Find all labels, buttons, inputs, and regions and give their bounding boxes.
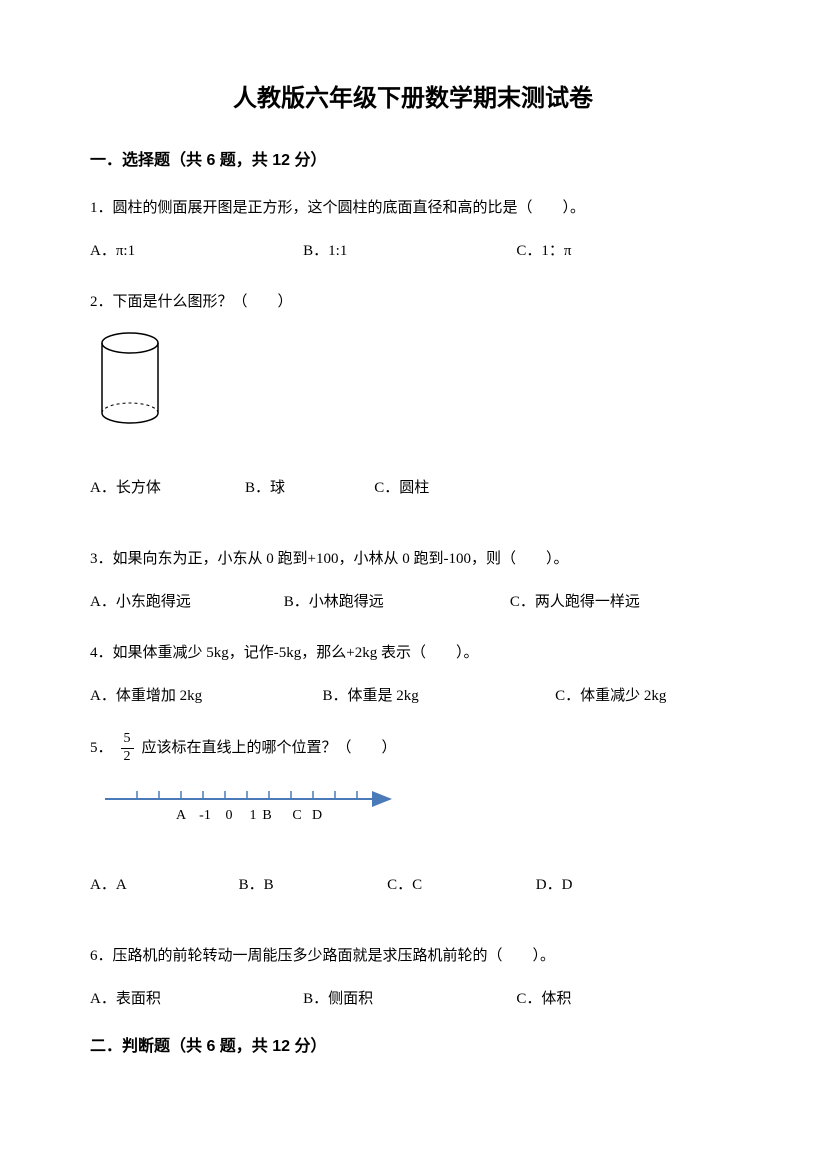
- option-b: B．体重是 2kg: [323, 680, 556, 713]
- question-3: 3．如果向东为正，小东从 0 跑到+100，小林从 0 跑到-100，则（ ）。…: [90, 543, 736, 619]
- fraction-icon: 5 2: [121, 731, 134, 766]
- cylinder-icon: [95, 329, 165, 429]
- question-5-options: A．A B．B C．C D．D: [90, 869, 736, 902]
- numberline-icon: A -1 0 1 B C D: [95, 781, 405, 831]
- option-a: A．体重增加 2kg: [90, 680, 323, 713]
- question-2: 2．下面是什么图形？（ ） A．长方体 B．球 C．圆柱: [90, 286, 736, 505]
- numberline-figure: A -1 0 1 B C D: [95, 781, 736, 844]
- svg-text:D: D: [312, 808, 322, 823]
- option-c: C．体积: [516, 983, 729, 1016]
- question-1-options: A．π:1 B．1:1 C．1：π: [90, 235, 736, 268]
- option-b: B．球: [245, 472, 374, 505]
- svg-text:-1: -1: [199, 808, 211, 823]
- svg-text:1: 1: [250, 808, 257, 823]
- question-1: 1．圆柱的侧面展开图是正方形，这个圆柱的底面直径和高的比是（ ）。 A．π:1 …: [90, 192, 736, 268]
- option-c: C．C: [387, 869, 536, 902]
- question-1-text: 1．圆柱的侧面展开图是正方形，这个圆柱的底面直径和高的比是（ ）。: [90, 192, 736, 225]
- fraction-denominator: 2: [121, 749, 134, 766]
- svg-text:0: 0: [226, 808, 233, 823]
- option-c: C．圆柱: [374, 472, 503, 505]
- question-6-text: 6．压路机的前轮转动一周能压多少路面就是求压路机前轮的（ ）。: [90, 940, 736, 973]
- option-c: C．体重减少 2kg: [555, 680, 736, 713]
- fraction-numerator: 5: [121, 731, 134, 749]
- question-4-text: 4．如果体重减少 5kg，记作-5kg，那么+2kg 表示（ ）。: [90, 637, 736, 670]
- question-5: 5． 5 2 应该标在直线上的哪个位置？（ ） A: [90, 731, 736, 902]
- svg-text:A: A: [176, 808, 187, 823]
- q5-suffix: 应该标在直线上的哪个位置？（ ）: [142, 732, 397, 765]
- option-b: B．小林跑得远: [284, 586, 510, 619]
- option-b: B．侧面积: [303, 983, 516, 1016]
- option-b: B．B: [239, 869, 388, 902]
- option-a: A．表面积: [90, 983, 303, 1016]
- question-6: 6．压路机的前轮转动一周能压多少路面就是求压路机前轮的（ ）。 A．表面积 B．…: [90, 940, 736, 1016]
- question-3-text: 3．如果向东为正，小东从 0 跑到+100，小林从 0 跑到-100，则（ ）。: [90, 543, 736, 576]
- option-a: A．小东跑得远: [90, 586, 284, 619]
- option-a: A．长方体: [90, 472, 245, 505]
- question-5-text: 5． 5 2 应该标在直线上的哪个位置？（ ）: [90, 731, 736, 766]
- question-2-options: A．长方体 B．球 C．圆柱: [90, 472, 736, 505]
- question-2-text: 2．下面是什么图形？（ ）: [90, 286, 736, 319]
- question-6-options: A．表面积 B．侧面积 C．体积: [90, 983, 736, 1016]
- q5-prefix: 5．: [90, 732, 113, 765]
- section-1-header: 一．选择题（共 6 题，共 12 分）: [90, 148, 736, 174]
- cylinder-figure: [95, 329, 736, 442]
- option-a: A．A: [90, 869, 239, 902]
- svg-text:C: C: [292, 808, 301, 823]
- svg-text:B: B: [262, 808, 271, 823]
- page-title: 人教版六年级下册数学期末测试卷: [90, 80, 736, 118]
- question-4-options: A．体重增加 2kg B．体重是 2kg C．体重减少 2kg: [90, 680, 736, 713]
- section-2-header: 二．判断题（共 6 题，共 12 分）: [90, 1034, 736, 1060]
- question-4: 4．如果体重减少 5kg，记作-5kg，那么+2kg 表示（ ）。 A．体重增加…: [90, 637, 736, 713]
- option-b: B．1:1: [303, 235, 516, 268]
- question-3-options: A．小东跑得远 B．小林跑得远 C．两人跑得一样远: [90, 586, 736, 619]
- option-d: D．D: [536, 869, 685, 902]
- option-c: C．两人跑得一样远: [510, 586, 736, 619]
- option-c: C．1：π: [516, 235, 729, 268]
- option-a: A．π:1: [90, 235, 303, 268]
